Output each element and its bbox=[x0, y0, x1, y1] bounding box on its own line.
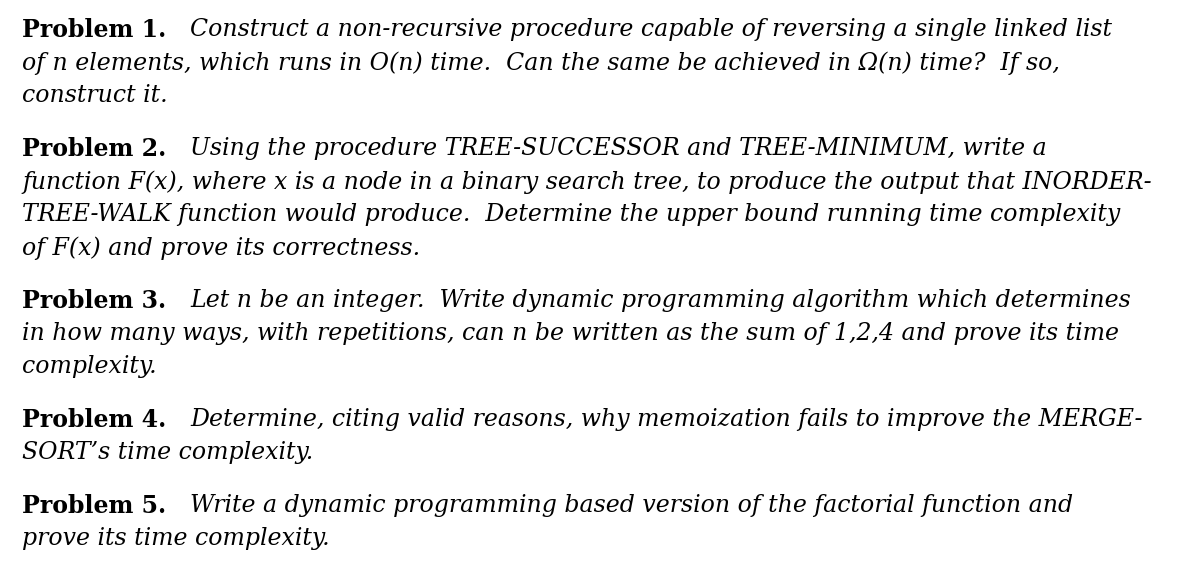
Text: Write a dynamic programming based version of the factorial function and: Write a dynamic programming based versio… bbox=[190, 494, 1073, 517]
Text: function F(x), where x is a node in a binary search tree, to produce the output : function F(x), where x is a node in a bi… bbox=[22, 170, 1152, 193]
Text: Problem 4.: Problem 4. bbox=[22, 408, 190, 432]
Text: of F(x) and prove its correctness.: of F(x) and prove its correctness. bbox=[22, 236, 420, 259]
Text: in how many ways, with repetitions, can n be written as the sum of 1,2,4 and pro: in how many ways, with repetitions, can … bbox=[22, 322, 1120, 345]
Text: SORT’s time complexity.: SORT’s time complexity. bbox=[22, 441, 313, 464]
Text: Problem 5.: Problem 5. bbox=[22, 494, 190, 518]
Text: Using the procedure TREE-SUCCESSOR and TREE-MINIMUM, write a: Using the procedure TREE-SUCCESSOR and T… bbox=[190, 137, 1046, 160]
Text: Problem 3.: Problem 3. bbox=[22, 289, 190, 313]
Text: Problem 1.: Problem 1. bbox=[22, 18, 190, 42]
Text: Problem 2.: Problem 2. bbox=[22, 137, 190, 161]
Text: construct it.: construct it. bbox=[22, 84, 168, 107]
Text: Determine, citing valid reasons, why memoization fails to improve the MERGE-: Determine, citing valid reasons, why mem… bbox=[190, 408, 1142, 431]
Text: prove its time complexity.: prove its time complexity. bbox=[22, 527, 330, 550]
Text: complexity.: complexity. bbox=[22, 355, 157, 378]
Text: TREE-WALK function would produce.  Determine the upper bound running time comple: TREE-WALK function would produce. Determ… bbox=[22, 203, 1121, 226]
Text: Construct a non-recursive procedure capable of reversing a single linked list: Construct a non-recursive procedure capa… bbox=[190, 18, 1112, 41]
Text: of n elements, which runs in O(n) time.  Can the same be achieved in Ω(n) time? : of n elements, which runs in O(n) time. … bbox=[22, 51, 1060, 75]
Text: Let n be an integer.  Write dynamic programming algorithm which determines: Let n be an integer. Write dynamic progr… bbox=[190, 289, 1130, 312]
